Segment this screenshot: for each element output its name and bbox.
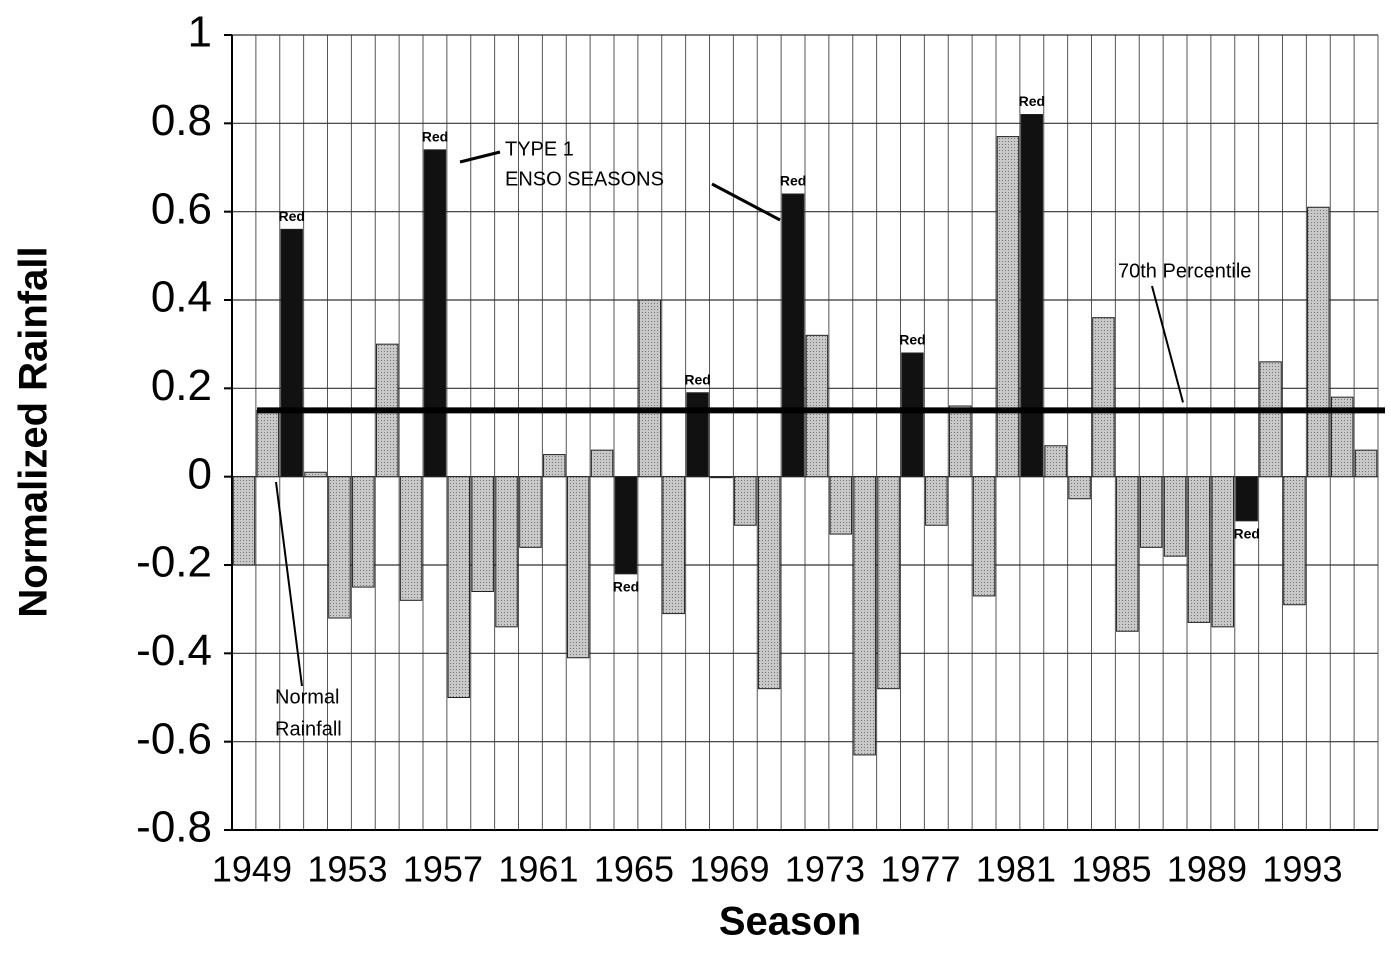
annotation: Rainfall: [275, 718, 342, 740]
bar: [1211, 476, 1235, 628]
y-tick-label: 0.2: [151, 361, 212, 410]
bar: [829, 476, 853, 535]
bar: [901, 352, 924, 478]
x-tick-label: 1969: [689, 849, 769, 890]
y-tick-label: -0.6: [136, 714, 212, 763]
bar: [1092, 317, 1115, 478]
bar: [471, 476, 494, 592]
bar: [495, 476, 518, 628]
bar: [877, 476, 900, 690]
bar: [734, 476, 757, 526]
bar: [1068, 476, 1091, 500]
bar: [710, 476, 733, 479]
bar: [948, 405, 972, 478]
x-tick-label: 1985: [1071, 849, 1151, 890]
bar: [543, 454, 566, 478]
y-tick-label: 1: [188, 8, 212, 57]
arrow: [275, 481, 303, 687]
bar: [638, 299, 662, 478]
bar: [256, 409, 280, 478]
bar: [447, 476, 471, 698]
y-tick-label: 0.8: [151, 96, 212, 145]
bar: [614, 476, 638, 575]
bar: [972, 476, 996, 597]
bar: [1044, 445, 1067, 478]
bar: [590, 449, 614, 478]
bar: [304, 471, 327, 478]
bar-label: Red: [422, 129, 448, 145]
arrow: [1151, 285, 1184, 403]
bar: [996, 136, 1020, 478]
x-tick-label: 1957: [403, 849, 483, 890]
bar: [853, 476, 876, 756]
bar: [1354, 449, 1378, 478]
y-tick-label: -0.4: [136, 626, 212, 675]
bar: [1283, 476, 1306, 606]
y-tick-label: -0.2: [136, 538, 212, 587]
x-tick-label: 1949: [212, 849, 292, 890]
x-tick-label: 1981: [976, 849, 1056, 890]
bar: [566, 476, 590, 659]
bar: [1139, 476, 1163, 548]
bar: [1235, 476, 1258, 522]
bar: [1259, 361, 1282, 478]
bar: [423, 149, 447, 478]
x-tick-label: 1965: [594, 849, 674, 890]
arrow: [711, 182, 781, 222]
bar-label: Red: [278, 208, 304, 224]
y-tick-label: 0.6: [151, 184, 212, 233]
bar-label: Red: [899, 332, 925, 348]
arrow: [459, 150, 501, 164]
bar: [1307, 206, 1330, 478]
bar: [232, 476, 256, 566]
bar: [1330, 396, 1354, 478]
x-tick-label: 1973: [785, 849, 865, 890]
bar-label: Red: [684, 371, 710, 387]
bar-label: Red: [1233, 526, 1259, 542]
annotation: TYPE 1: [505, 138, 574, 160]
bar-label: Red: [1019, 93, 1045, 109]
x-axis-title: Season: [719, 900, 861, 944]
bar: [399, 476, 423, 601]
bar-label: Red: [780, 173, 806, 189]
annotation: Normal: [275, 686, 339, 708]
bar: [328, 476, 351, 619]
bar: [352, 476, 375, 588]
bar: [280, 228, 303, 478]
reference-label: 70th Percentile: [1118, 260, 1251, 282]
bar: [805, 334, 829, 478]
x-tick-label: 1977: [880, 849, 960, 890]
bar: [519, 476, 542, 548]
bar: [1116, 476, 1139, 632]
x-tick-label: 1993: [1262, 849, 1342, 890]
x-tick-label: 1961: [498, 849, 578, 890]
y-tick-label: -0.8: [136, 803, 212, 852]
bar-label: Red: [613, 579, 639, 595]
y-tick-label: 0.4: [151, 273, 212, 322]
x-tick-label: 1989: [1167, 849, 1247, 890]
bar: [781, 193, 805, 478]
bar: [662, 476, 685, 615]
bar: [1163, 476, 1187, 557]
bar: [686, 392, 709, 478]
y-tick-label: 0: [188, 449, 212, 498]
bar: [925, 476, 948, 526]
bar: [1187, 476, 1211, 623]
annotation: ENSO SEASONS: [505, 168, 664, 190]
bar: [1020, 114, 1044, 478]
y-axis-title: Normalized Rainfall: [12, 246, 56, 617]
x-tick-label: 1953: [307, 849, 387, 890]
bar: [757, 476, 781, 690]
